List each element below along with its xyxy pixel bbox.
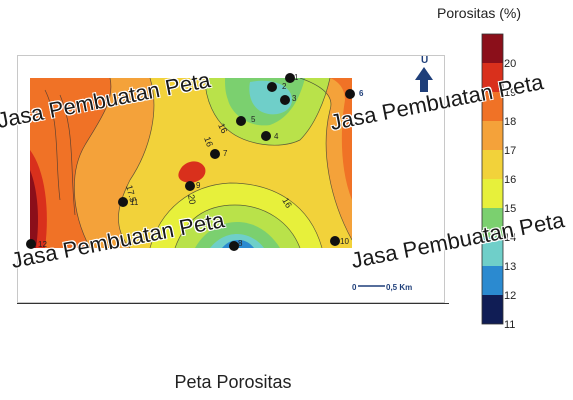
legend-tick-label: 15 [504,203,516,215]
well-label: 2 [282,82,287,91]
legend-tick-label: 17 [504,145,516,157]
contour-label: 16 [202,135,215,148]
legend-tick-label: 12 [504,290,516,302]
well-label: 6 [359,89,364,98]
well-marker [236,116,246,126]
well-label: 5 [251,115,256,124]
contour-label: 16 [216,122,229,135]
contour-label: 16 [280,196,294,210]
legend-swatch [482,34,503,63]
legend-swatch [482,208,503,237]
well-label: 4 [274,132,279,141]
well-marker [185,181,195,191]
contour-lines [44,78,352,248]
legend-tick-label: 20 [504,58,516,70]
legend-tick-label: 18 [504,116,516,128]
well-marker [261,131,271,141]
well-label: 12 [38,240,47,249]
legend-tick-label: 11 [504,319,515,331]
legend-tick-label: 13 [504,261,516,273]
legend-title: Porositas (%) [437,5,522,21]
contour-labels: 16 16 20 16 17.5 [124,122,294,210]
legend-swatch [482,63,503,92]
well-marker [345,89,355,99]
scale-end: 0,5 Km [386,283,412,292]
contour-label: 20 [186,194,198,206]
legend-swatch [482,121,503,150]
legend-swatch [482,92,503,121]
contour-label: 17.5 [124,184,138,204]
well-marker [285,73,295,83]
legend-tick-label: 19 [504,87,516,99]
map-baseline [17,303,449,304]
well-marker [330,236,340,246]
well-label: 10 [340,237,349,246]
well-label: 8 [238,239,243,248]
scale-bar: 0 0,5 Km [352,283,412,292]
north-arrow-icon: U [415,55,433,92]
legend-swatch [482,295,503,324]
north-label: U [421,55,428,66]
wells: 1 2 3 4 5 6 7 8 9 10 11 12 [26,73,364,251]
map-caption: Peta Porositas [174,372,292,392]
well-marker [267,82,277,92]
legend-swatch [482,150,503,179]
well-marker [280,95,290,105]
well-marker [26,239,36,249]
well-marker [118,197,128,207]
legend-color-bar [481,33,504,325]
legend-swatch [482,266,503,295]
legend-tick-label: 16 [504,174,516,186]
legend-border [481,33,504,325]
well-label: 9 [196,181,201,190]
well-label: 1 [294,73,299,82]
well-label: 11 [130,198,139,207]
porosity-surface [30,78,352,248]
well-marker [229,241,239,251]
legend-ticks: 20 19 18 17 16 15 14 13 12 11 [504,58,516,331]
well-label: 7 [223,149,228,158]
well-label: 3 [292,94,297,103]
well-marker [210,149,220,159]
legend-swatch [482,237,503,266]
legend-tick-label: 14 [504,232,516,244]
legend-swatch [482,179,503,208]
scale-start: 0 [352,283,357,292]
